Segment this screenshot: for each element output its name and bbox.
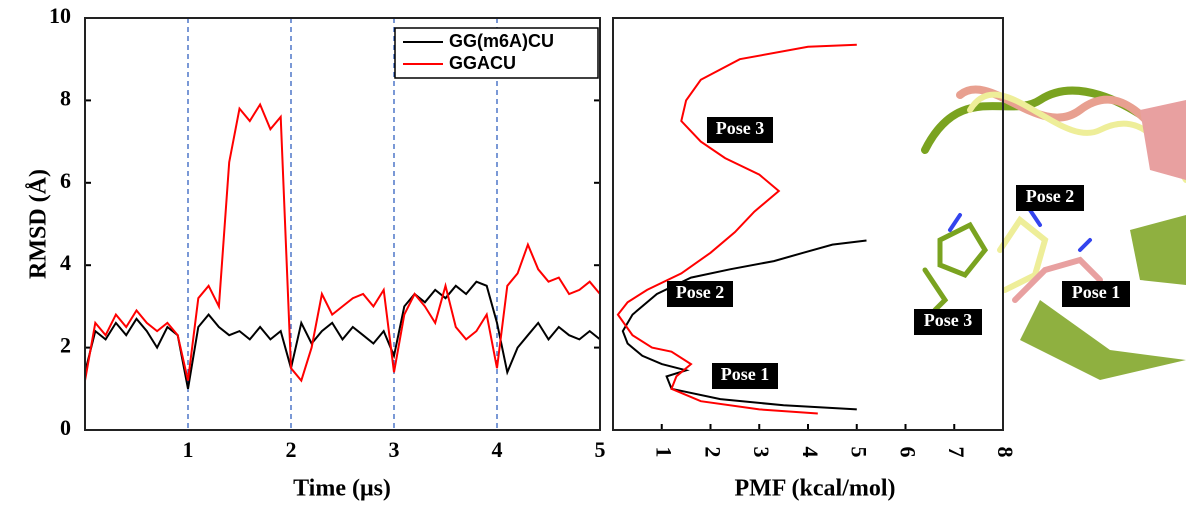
plot-frame bbox=[613, 18, 1003, 430]
x-tick-label: 4 bbox=[492, 437, 503, 462]
profile-line bbox=[618, 45, 857, 414]
y-axis-label: RMSD (Å) bbox=[26, 169, 52, 279]
legend-label: GGACU bbox=[449, 53, 516, 73]
line-series bbox=[85, 282, 600, 389]
x-tick-label: 4 bbox=[798, 447, 823, 458]
x-axis-label: Time (μs) bbox=[293, 476, 391, 502]
annotation: Pose 1 bbox=[721, 364, 770, 384]
x-tick-label: 2 bbox=[700, 447, 725, 458]
x-tick-label: 1 bbox=[652, 447, 677, 458]
base bbox=[940, 225, 985, 275]
x-tick-label: 3 bbox=[389, 437, 400, 462]
image-label: Pose 2 bbox=[1026, 186, 1075, 206]
y-tick-label: 4 bbox=[60, 250, 71, 275]
annotation: Pose 2 bbox=[676, 282, 725, 302]
y-tick-label: 0 bbox=[60, 415, 71, 440]
plot-frame bbox=[85, 18, 600, 430]
annotation: Pose 3 bbox=[716, 118, 765, 138]
sheet bbox=[1020, 300, 1186, 380]
y-tick-label: 10 bbox=[49, 3, 71, 28]
figure: RMSD (Å) Time (μs) PMF (kcal/mol) 0 2 4 6 8 1… bbox=[0, 0, 1186, 506]
x-tick-label: 2 bbox=[286, 437, 297, 462]
y-tick-label: 8 bbox=[60, 85, 71, 110]
x-tick-label: 1 bbox=[183, 437, 194, 462]
legend-label: GG(m6A)CU bbox=[449, 31, 554, 51]
x-tick-label: 3 bbox=[749, 447, 774, 458]
y-tick-label: 6 bbox=[60, 168, 71, 193]
molecule-image bbox=[925, 89, 1186, 380]
x-tick-label: 5 bbox=[847, 447, 872, 458]
x-tick-label: 7 bbox=[944, 447, 969, 458]
y-tick-label: 2 bbox=[60, 333, 71, 358]
x-tick-label: 8 bbox=[993, 447, 1018, 458]
x-tick-label: 6 bbox=[895, 447, 920, 458]
helix bbox=[1140, 100, 1186, 180]
image-label: Pose 1 bbox=[1072, 282, 1121, 302]
base bbox=[925, 270, 945, 310]
x-tick-label: 5 bbox=[595, 437, 606, 462]
x-axis-label: PMF (kcal/mol) bbox=[734, 476, 895, 502]
image-label: Pose 3 bbox=[924, 310, 973, 330]
helix bbox=[1130, 215, 1186, 285]
